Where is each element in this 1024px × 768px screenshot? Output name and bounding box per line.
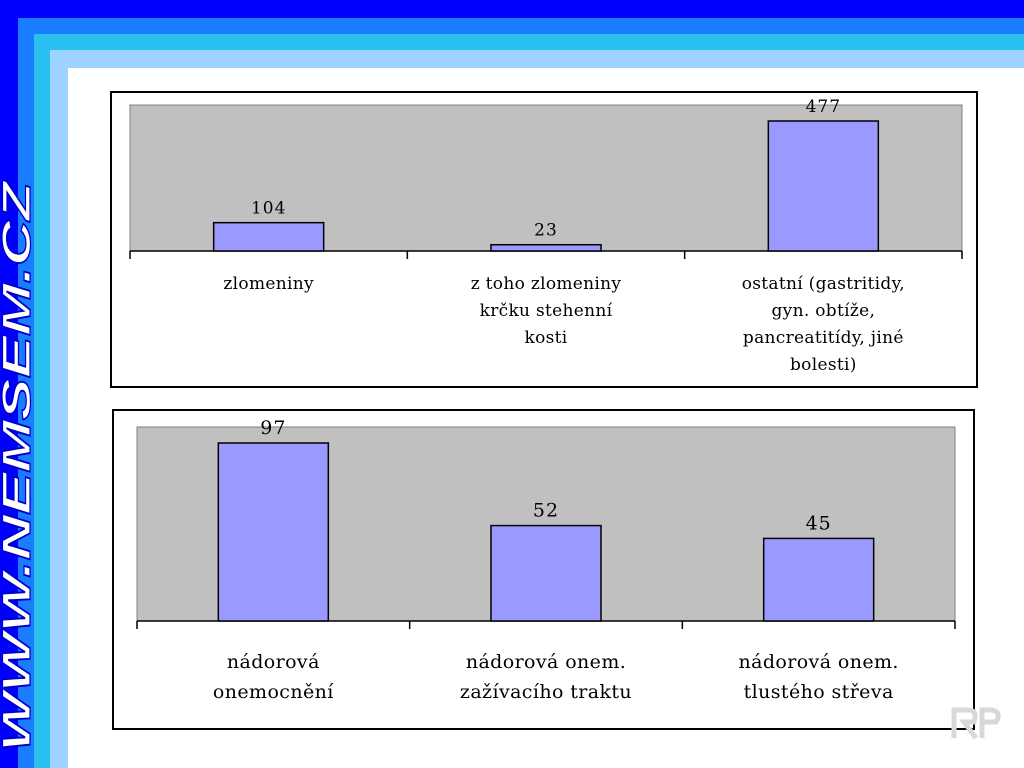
category-label: z toho zlomeniny krčku stehenní kosti <box>470 274 622 348</box>
category-label: nádorová onem. tlustého střeva <box>738 651 899 703</box>
category-label: ostatní (gastritidy, gyn. obtíže, pancreat… <box>741 274 905 375</box>
bar <box>217 442 330 622</box>
data-label: 477 <box>806 97 841 117</box>
data-label: 104 <box>251 199 286 219</box>
data-label: 45 <box>806 512 832 534</box>
category-label: nádorová onemocnění <box>212 651 334 703</box>
side-banner-text: WWW.NEMSEM.CZ <box>0 180 39 752</box>
bar <box>212 221 325 252</box>
category-label: zlomeniny <box>223 274 314 294</box>
bar <box>490 243 602 252</box>
category-label: nádorová onem. zažívacího traktu <box>459 651 633 703</box>
bar <box>762 537 875 622</box>
side-banner: WWW.NEMSEM.CZ <box>0 180 39 755</box>
bar <box>490 524 602 622</box>
watermark-logo <box>946 688 1006 748</box>
chart-tumors: 97 52 45 nádorová onemocnění nádorová onem. za… <box>112 409 975 730</box>
bar <box>767 120 880 252</box>
chart-svg: 97 52 45 <box>136 417 956 629</box>
chart-svg: 104 23 477 <box>129 97 963 259</box>
chart-fractures: 104 23 477 zlomeniny z toho zlomeniny krčku s… <box>110 91 978 388</box>
data-label: 52 <box>533 500 559 522</box>
data-label: 23 <box>534 221 558 241</box>
data-label: 97 <box>260 417 286 439</box>
